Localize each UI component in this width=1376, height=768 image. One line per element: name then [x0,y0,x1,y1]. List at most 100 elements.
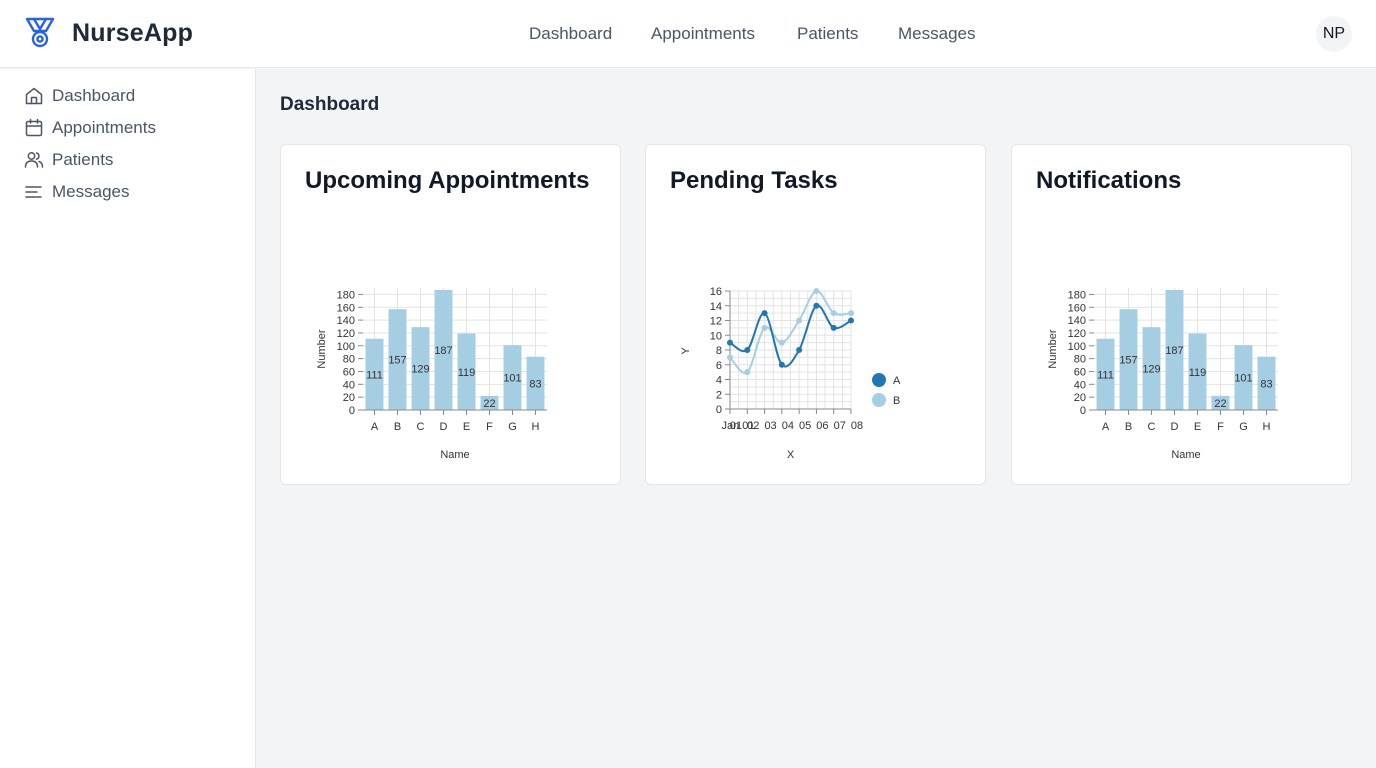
x-tick-label: E [463,421,470,433]
y-tick-label: 140 [1068,315,1086,327]
card-upcoming-appointments: Upcoming Appointments 0 20 40 60 80 100 120 140… [280,144,621,485]
x-tick-label: A [1102,421,1110,433]
x-tick-label: F [1217,421,1224,433]
card-notifications: Notifications 0 20 40 60 80 100 120 140 160 180 11… [1011,144,1352,485]
topnav-messages[interactable]: Messages [898,24,976,43]
legend-label: B [893,395,900,407]
bar [1257,356,1276,410]
x-tick-label: B [1125,421,1132,433]
x-tick-label: D [440,421,448,433]
x-tick-label: 07 [834,420,846,432]
data-point-A [761,310,768,317]
sidebar-item-dashboard[interactable]: Dashboard [24,84,135,108]
bar [1096,338,1115,410]
data-point-B [813,288,820,294]
y-tick-label: 16 [710,286,722,298]
shield-medal-icon[interactable] [24,16,56,50]
data-point-B [744,369,751,376]
data-point-B [796,317,803,324]
x-tick-label: D [1171,421,1179,433]
y-axis-title: Number [316,329,328,368]
legend-marker-B [872,393,886,407]
x-tick-label: C [1148,421,1156,433]
bar-value-label: 129 [1142,364,1160,376]
page-title: Dashboard [280,94,380,115]
card-title: Pending Tasks [670,167,838,194]
y-tick-label: 0 [1080,405,1086,417]
bar-value-label: 157 [388,355,406,367]
sidebar-item-messages[interactable]: Messages [24,180,129,204]
y-tick-label: 140 [337,315,355,327]
x-axis-title: Name [440,449,469,461]
y-tick-label: 160 [1068,302,1086,314]
y-tick-label: 40 [1074,379,1086,391]
x-tick-label: F [486,421,493,433]
bar [1188,333,1207,410]
top-bar: NurseApp Dashboard Appointments Patients… [0,0,1376,68]
x-tick-label: E [1194,421,1201,433]
x-tick-label: Jan 01 [721,420,754,432]
x-tick-label: H [1263,421,1271,433]
y-tick-label: 0 [716,404,722,416]
bar [1234,345,1253,410]
bar-value-label: 83 [529,378,541,390]
data-point-A [813,302,820,309]
bar-value-label: 22 [1214,398,1226,410]
y-tick-label: 80 [343,354,355,366]
y-tick-label: 180 [1068,289,1086,301]
y-tick-label: 180 [337,289,355,301]
sidebar-item-label: Appointments [52,118,156,137]
avatar[interactable]: NP [1316,16,1352,52]
card-pending-tasks: Pending Tasks 0 2 4 6 8 10 12 14 16 Jan 01 01 02 03 0… [645,144,986,485]
y-axis-title: Number [1047,329,1059,368]
x-tick-label: 08 [851,420,863,432]
y-tick-label: 4 [716,375,722,387]
topnav-patients[interactable]: Patients [797,24,859,43]
y-tick-label: 120 [1068,328,1086,340]
app-title: NurseApp [72,19,194,47]
data-point-B [778,339,785,346]
bar-value-label: 83 [1260,378,1272,390]
topnav-appointments[interactable]: Appointments [651,24,755,43]
sidebar-item-label: Dashboard [52,86,136,105]
bar [434,289,453,410]
x-tick-label: 03 [764,420,776,432]
y-tick-label: 6 [716,360,722,372]
data-point-B [848,310,854,317]
data-point-B [761,324,768,331]
users-icon [24,152,44,168]
sidebar-item-patients[interactable]: Patients [24,148,113,172]
data-point-A [744,347,751,353]
y-tick-label: 14 [710,301,722,313]
bar [1165,289,1184,410]
bar [1142,327,1161,410]
sidebar: Dashboard Appointments Patients Messages [0,69,256,768]
x-tick-label: G [508,421,517,433]
x-tick-label: B [394,421,401,433]
y-tick-label: 120 [337,328,355,340]
bar [1119,309,1138,410]
x-tick-label: G [1239,421,1248,433]
y-tick-label: 40 [343,379,355,391]
menu-lines-icon [25,186,42,198]
x-tick-label: 02 [747,420,759,432]
bar-value-label: 22 [483,398,495,410]
topnav-dashboard[interactable]: Dashboard [529,24,613,43]
x-tick-label: H [532,421,540,433]
legend-label: A [893,375,901,387]
bar [411,327,430,410]
y-tick-label: 100 [337,341,355,353]
bar-value-label: 111 [366,369,383,381]
home-icon [25,87,43,105]
data-point-A [830,324,837,331]
data-point-B [727,354,733,361]
x-tick-label: A [371,421,379,433]
bar-value-label: 187 [434,345,452,357]
sidebar-item-appointments[interactable]: Appointments [24,116,156,140]
y-tick-label: 10 [710,330,722,342]
legend-marker-A [872,373,886,387]
bar-value-label: 101 [503,373,521,385]
